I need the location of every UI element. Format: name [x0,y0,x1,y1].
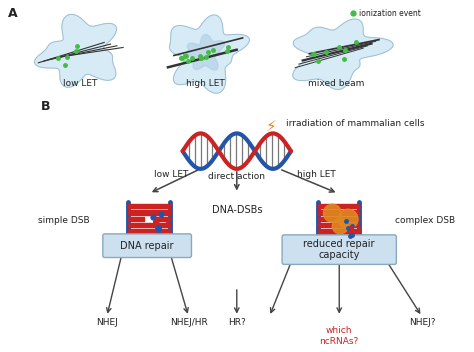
Polygon shape [170,15,249,93]
Bar [318,204,359,208]
Bar [128,216,144,221]
Text: ⚡: ⚡ [266,119,277,134]
Circle shape [332,218,348,234]
Text: mixed beam: mixed beam [308,79,365,88]
Text: complex DSB: complex DSB [395,215,456,225]
FancyBboxPatch shape [103,234,191,258]
Text: low LET: low LET [154,170,188,179]
FancyBboxPatch shape [282,235,396,264]
Polygon shape [35,14,117,87]
Text: high LET: high LET [186,79,225,88]
Bar [128,204,170,208]
Polygon shape [187,34,225,70]
Text: irradiation of mammalian cells: irradiation of mammalian cells [286,119,425,128]
Bar [318,210,359,215]
Text: DNA repair: DNA repair [120,241,174,251]
Text: HR?: HR? [228,318,246,327]
Text: low LET: low LET [63,79,97,88]
Bar [318,216,359,221]
Bar [128,223,170,227]
Bar [128,236,170,240]
Bar [318,236,359,240]
Bar [128,210,170,215]
Text: A: A [8,7,18,20]
Text: NHEJ: NHEJ [96,318,118,327]
Text: high LET: high LET [297,170,336,179]
Text: direct action: direct action [208,172,265,181]
Circle shape [323,204,341,222]
Circle shape [338,209,358,229]
Bar [128,230,170,234]
Bar [318,223,359,227]
Bar [154,216,170,221]
Text: NHEJ?: NHEJ? [409,318,435,327]
Text: ionization event: ionization event [359,9,421,18]
Text: reduced repair
capacity: reduced repair capacity [303,239,375,260]
Text: B: B [41,100,50,113]
Text: simple DSB: simple DSB [38,215,90,225]
Text: DNA-DSBs: DNA-DSBs [211,205,262,215]
Text: NHEJ/HR: NHEJ/HR [170,318,208,327]
Polygon shape [293,19,393,89]
Bar [318,230,359,234]
Text: which
ncRNAs?: which ncRNAs? [319,326,359,346]
